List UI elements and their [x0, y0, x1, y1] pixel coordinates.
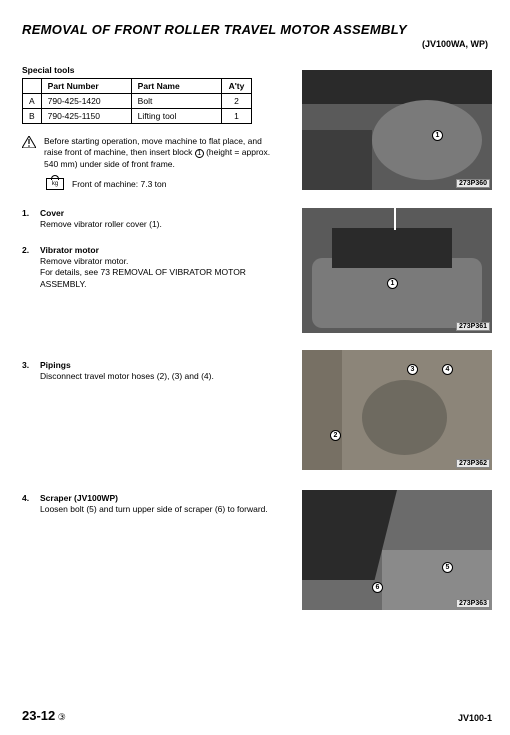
table-row: B 790-425-1150 Lifting tool 1	[23, 109, 252, 124]
col-part-number: Part Number	[41, 79, 131, 94]
model-subtitle: (JV100WA, WP)	[22, 39, 488, 49]
step-number: 1.	[22, 208, 40, 230]
doc-id: JV100-1	[458, 713, 492, 723]
step-4: 4. Scraper (JV100WP) Loosen bolt (5) and…	[22, 493, 292, 515]
step-number: 2.	[22, 245, 40, 290]
page-number-left: 23-12 ③	[22, 708, 66, 723]
cell-pn: 790-425-1420	[41, 94, 131, 109]
step-title: Pipings	[40, 360, 292, 370]
page-footer: 23-12 ③ JV100-1	[22, 708, 492, 723]
special-tools-table: Part Number Part Name A'ty A 790-425-142…	[22, 78, 252, 124]
step-title: Vibrator motor	[40, 245, 292, 255]
weight-icon: kg	[46, 178, 64, 190]
figure-photo-3: 2 3 4 273P362	[302, 350, 492, 470]
callout-2: 2	[330, 430, 341, 441]
photo-tag: 273P360	[456, 179, 490, 188]
step-1: 1. Cover Remove vibrator roller cover (1…	[22, 208, 292, 230]
step-number: 4.	[22, 493, 40, 515]
callout-4: 4	[442, 364, 453, 375]
warning-icon	[22, 136, 36, 148]
cell-name: Lifting tool	[131, 109, 221, 124]
page-number: 23-12	[22, 708, 55, 723]
step-text: Remove vibrator motor. For details, see …	[40, 256, 292, 290]
cell-pn: 790-425-1150	[41, 109, 131, 124]
callout-1: 1	[387, 278, 398, 289]
cell-id: A	[23, 94, 42, 109]
col-part-name: Part Name	[131, 79, 221, 94]
photo-tag: 273P361	[456, 322, 490, 331]
step-3: 3. Pipings Disconnect travel motor hoses…	[22, 360, 292, 382]
callout-5: 5	[442, 562, 453, 573]
photo-tag: 273P362	[456, 459, 490, 468]
callout-3: 3	[407, 364, 418, 375]
table-header-row: Part Number Part Name A'ty	[23, 79, 252, 94]
figure-photo-4: 5 6 273P363	[302, 490, 492, 610]
warning-block: Before starting operation, move machine …	[22, 136, 282, 170]
table-row: A 790-425-1420 Bolt 2	[23, 94, 252, 109]
step-number: 3.	[22, 360, 40, 382]
cell-id: B	[23, 109, 42, 124]
page-title: REMOVAL OF FRONT ROLLER TRAVEL MOTOR ASS…	[22, 22, 492, 37]
col-qty: A'ty	[222, 79, 252, 94]
cell-qty: 1	[222, 109, 252, 124]
step-text: Remove vibrator roller cover (1).	[40, 219, 292, 230]
figure-photo-2: 1 273P361	[302, 208, 492, 333]
callout-6: 6	[372, 582, 383, 593]
circled-one: 1	[195, 149, 204, 158]
step-title: Cover	[40, 208, 292, 218]
step-text: Disconnect travel motor hoses (2), (3) a…	[40, 371, 292, 382]
photo-tag: 273P363	[456, 599, 490, 608]
cell-qty: 2	[222, 94, 252, 109]
step-text: Loosen bolt (5) and turn upper side of s…	[40, 504, 292, 515]
warning-text: Before starting operation, move machine …	[44, 136, 282, 170]
page-sub: ③	[58, 712, 66, 722]
col-blank	[23, 79, 42, 94]
step-2: 2. Vibrator motor Remove vibrator motor.…	[22, 245, 292, 290]
weight-text: Front of machine: 7.3 ton	[72, 179, 167, 189]
callout-1: 1	[432, 130, 443, 141]
cell-name: Bolt	[131, 94, 221, 109]
kg-label: kg	[47, 179, 63, 189]
step-title: Scraper (JV100WP)	[40, 493, 292, 503]
figure-photo-1: 1 273P360	[302, 70, 492, 190]
